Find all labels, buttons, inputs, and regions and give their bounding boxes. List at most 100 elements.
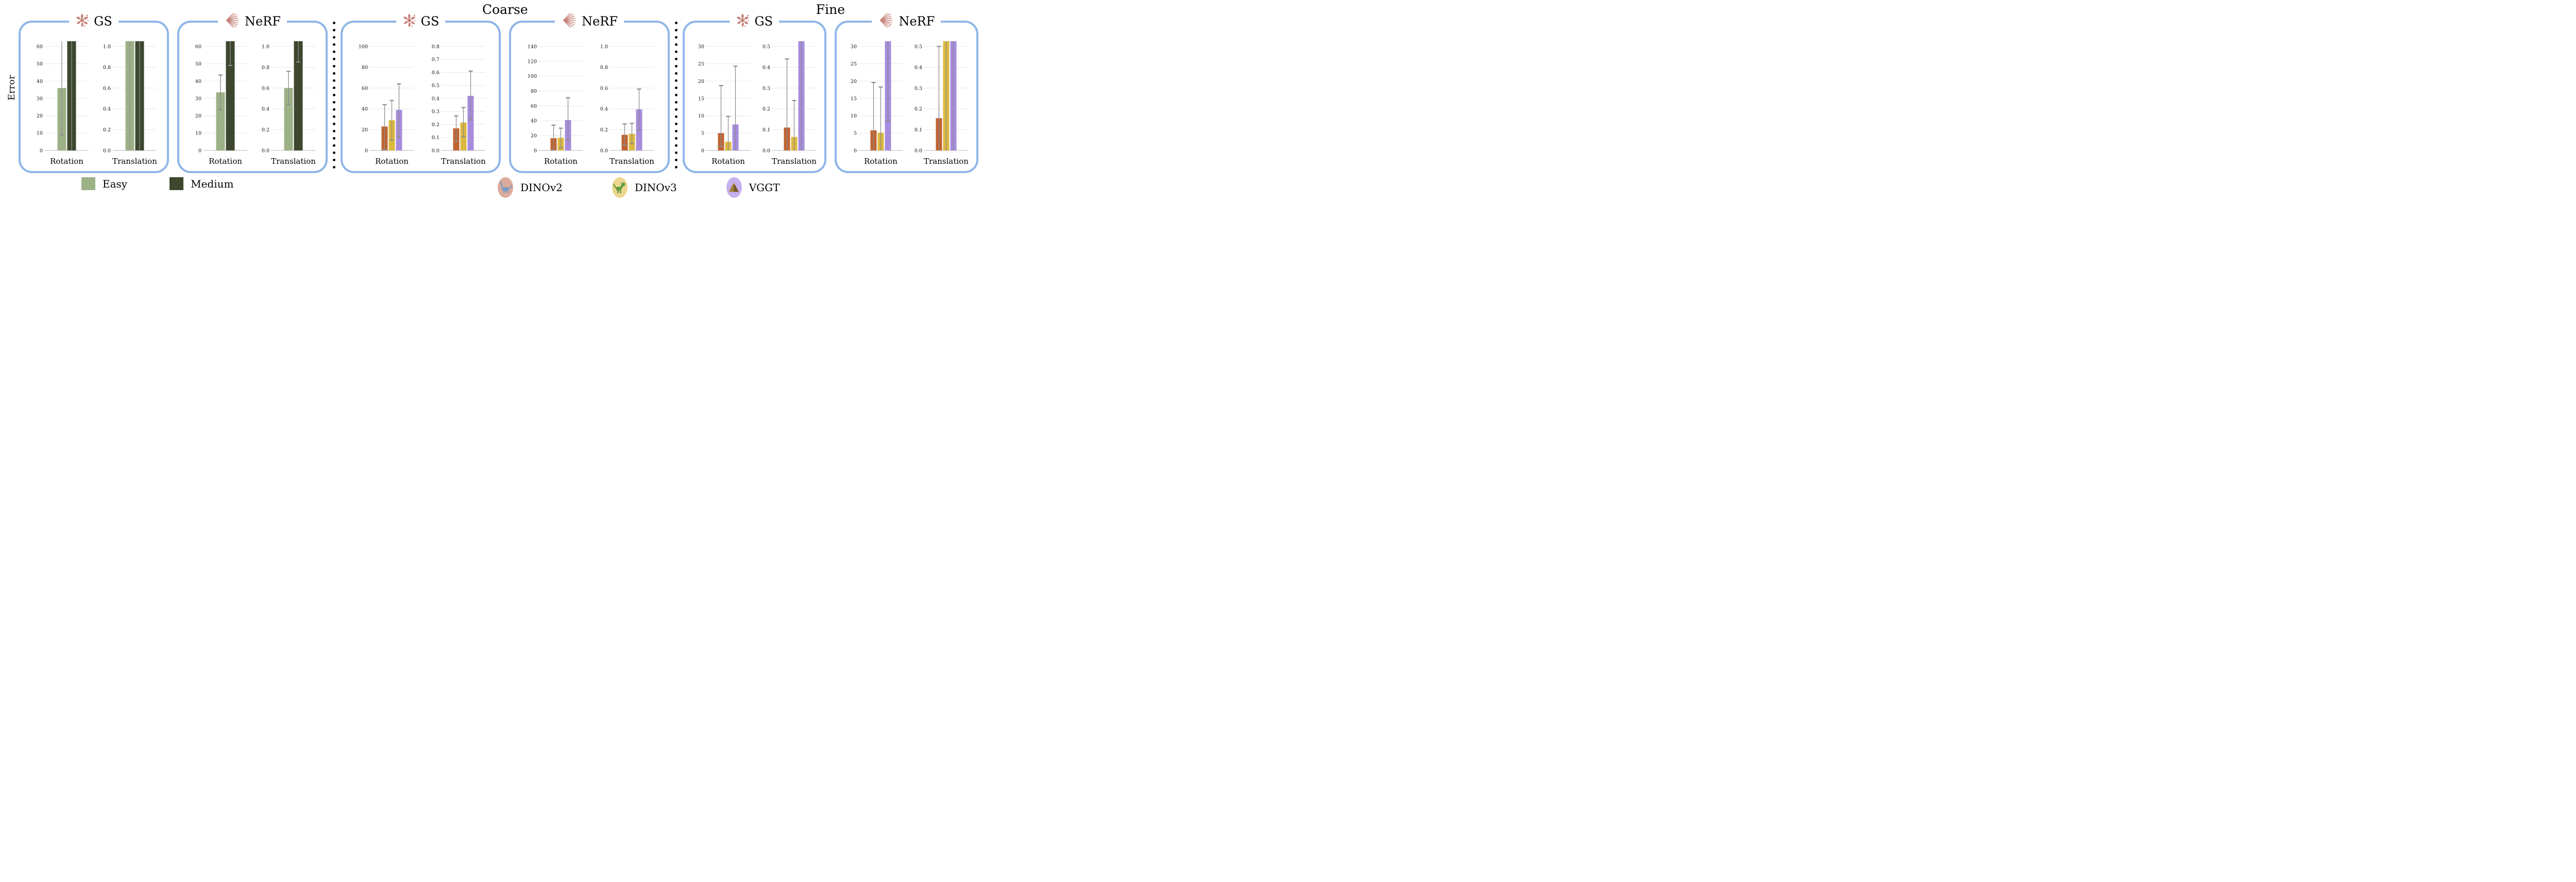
svg-text:0.8: 0.8 bbox=[103, 65, 111, 71]
svg-text:20: 20 bbox=[37, 113, 43, 119]
x-label: Translation bbox=[441, 157, 486, 166]
x-label: Rotation bbox=[375, 157, 409, 166]
svg-text:100: 100 bbox=[528, 74, 537, 79]
section-fine: Fine GS 0 5 10 15 20 25 30 Rotation 0.0 0.1 0.2 0.3 0.… bbox=[682, 2, 978, 173]
svg-text:60: 60 bbox=[362, 86, 368, 91]
legend-item-dinov2: DINOv2 bbox=[498, 177, 563, 198]
nerf-rays-icon bbox=[561, 12, 578, 29]
svg-text:30: 30 bbox=[195, 96, 201, 101]
panel-header-coarse-nerf: NeRF bbox=[555, 12, 624, 30]
section-coarse: Coarse GS 0 20 40 60 80 100 Rotation 0.0 0.1 0.2 0.3… bbox=[340, 2, 670, 173]
panel-fine-gs: GS 0 5 10 15 20 25 30 Rotation 0.0 0.1 0.2 0.3 0.4 0.5… bbox=[682, 13, 826, 173]
benchmark-figure: Error GS 0 10 20 30 40 50 60 Rotation 0.0 0.2 0.4 0.… bbox=[0, 0, 984, 220]
legend-label-vggt: VGGT bbox=[749, 181, 780, 194]
svg-text:0: 0 bbox=[198, 148, 201, 154]
svg-text:0.0: 0.0 bbox=[432, 148, 439, 154]
svg-text:0.4: 0.4 bbox=[600, 107, 608, 112]
svg-text:20: 20 bbox=[850, 79, 856, 84]
svg-text:30: 30 bbox=[37, 96, 43, 101]
chart-overall-gs-translation: 0.0 0.2 0.4 0.6 0.8 1.0 Translation bbox=[103, 41, 157, 166]
svg-text:40: 40 bbox=[531, 118, 537, 124]
x-label: Rotation bbox=[209, 157, 242, 166]
chart-fine-nerf-rotation: 0 5 10 15 20 25 30 Rotation bbox=[850, 41, 903, 166]
splat-icon bbox=[75, 13, 90, 29]
panel-header-coarse-gs: GS bbox=[396, 13, 446, 30]
legend-label-dinov3: DINOv3 bbox=[634, 181, 677, 194]
svg-text:10: 10 bbox=[195, 131, 201, 137]
legend-backbones: DINOv2 DINOv3 VGGT bbox=[498, 177, 779, 198]
bar-overall-nerf-translation-easy bbox=[284, 88, 293, 150]
panel-body-fine-gs: 0 5 10 15 20 25 30 Rotation 0.0 0.1 0.2 0.3 0.4 0.5 Tr… bbox=[685, 23, 824, 171]
x-label: Rotation bbox=[544, 157, 578, 166]
x-label: Translation bbox=[112, 157, 157, 166]
bar-overall-nerf-rotation-easy bbox=[216, 92, 225, 150]
x-label: Translation bbox=[609, 157, 654, 166]
legend-item-medium: Medium bbox=[170, 177, 233, 190]
section-title-fine: Fine bbox=[816, 2, 845, 17]
legend-label-dinov2: DINOv2 bbox=[520, 181, 563, 194]
svg-text:25: 25 bbox=[698, 61, 704, 67]
svg-text:0.1: 0.1 bbox=[762, 127, 770, 133]
panel-coarse-gs: GS 0 20 40 60 80 100 Rotation 0.0 0.1 0.2 0.3 0.4 0.5… bbox=[340, 13, 501, 173]
svg-text:0.4: 0.4 bbox=[432, 96, 439, 101]
svg-text:0: 0 bbox=[701, 148, 704, 154]
svg-text:0: 0 bbox=[40, 148, 43, 154]
svg-text:0.6: 0.6 bbox=[262, 86, 269, 91]
svg-text:25: 25 bbox=[850, 61, 856, 67]
panel-body-coarse-gs: 0 20 40 60 80 100 Rotation 0.0 0.1 0.2 0.3 0.4 0.5 0.… bbox=[343, 23, 499, 171]
svg-text:0.2: 0.2 bbox=[762, 107, 770, 112]
svg-text:0.2: 0.2 bbox=[432, 122, 439, 128]
svg-text:0.8: 0.8 bbox=[600, 65, 608, 71]
svg-text:0.6: 0.6 bbox=[600, 86, 608, 91]
svg-text:80: 80 bbox=[362, 65, 368, 71]
panel-overall-gs: GS 0 10 20 30 40 50 60 Rotation 0.0 0.2 0.4 0.6 0.8 1.… bbox=[19, 13, 169, 173]
svg-text:20: 20 bbox=[698, 79, 704, 84]
svg-text:0.0: 0.0 bbox=[914, 148, 922, 154]
panel-fine-nerf: NeRF 0 5 10 15 20 25 30 Rotation 0.0 0.1 0.2 0.3 0.4 0… bbox=[834, 12, 978, 173]
svg-text:0: 0 bbox=[854, 148, 857, 154]
svg-text:100: 100 bbox=[359, 44, 368, 49]
legend-difficulty: Easy Medium bbox=[81, 177, 233, 190]
boxes-overall: GS 0 10 20 30 40 50 60 Rotation 0.0 0.2 0.4 0.6 0.8 1.… bbox=[19, 12, 328, 173]
svg-text:0.3: 0.3 bbox=[762, 86, 770, 91]
svg-text:60: 60 bbox=[195, 44, 201, 49]
svg-text:40: 40 bbox=[37, 79, 43, 84]
legend-label-medium: Medium bbox=[191, 177, 234, 190]
splat-icon bbox=[402, 13, 417, 29]
bar-overall-nerf-translation-medium bbox=[294, 41, 303, 150]
trex-icon bbox=[612, 177, 628, 198]
pyramid-icon bbox=[726, 177, 742, 198]
svg-text:60: 60 bbox=[531, 104, 537, 109]
section-title-coarse: Coarse bbox=[482, 2, 528, 17]
svg-text:0.4: 0.4 bbox=[103, 107, 111, 112]
chart-overall-nerf-translation: 0.0 0.2 0.4 0.6 0.8 1.0 Translation bbox=[262, 41, 316, 166]
svg-text:15: 15 bbox=[850, 96, 856, 101]
svg-text:10: 10 bbox=[850, 113, 856, 119]
x-label: Translation bbox=[271, 157, 316, 166]
chart-fine-gs-rotation: 0 5 10 15 20 25 30 Rotation bbox=[698, 44, 751, 166]
dotted-separator bbox=[674, 21, 677, 168]
panel-overall-nerf: NeRF 0 10 20 30 40 50 60 Rotation 0.0 0.2 0.4 0.6 0.8… bbox=[177, 12, 328, 173]
svg-text:50: 50 bbox=[37, 61, 43, 67]
svg-text:0.3: 0.3 bbox=[432, 109, 439, 115]
svg-text:140: 140 bbox=[528, 44, 537, 49]
panel-header-fine-gs: GS bbox=[730, 13, 779, 30]
x-label: Translation bbox=[772, 157, 817, 166]
boxes-fine: GS 0 5 10 15 20 25 30 Rotation 0.0 0.1 0.2 0.3 0.4 0.5… bbox=[682, 12, 978, 173]
splat-icon bbox=[736, 13, 751, 29]
svg-text:60: 60 bbox=[37, 44, 43, 49]
svg-text:0.2: 0.2 bbox=[914, 107, 922, 112]
chart-fine-gs-translation: 0.0 0.1 0.2 0.3 0.4 0.5 Translation bbox=[762, 41, 817, 166]
svg-text:20: 20 bbox=[362, 127, 368, 133]
svg-text:0.8: 0.8 bbox=[432, 44, 439, 49]
panel-label-fine-gs: GS bbox=[754, 14, 773, 29]
svg-text:0.2: 0.2 bbox=[600, 127, 608, 133]
svg-text:20: 20 bbox=[531, 133, 537, 139]
bar-overall-nerf-rotation-medium bbox=[226, 41, 235, 150]
svg-text:0.2: 0.2 bbox=[103, 127, 111, 133]
panel-header-fine-nerf: NeRF bbox=[872, 12, 941, 30]
section-overall: GS 0 10 20 30 40 50 60 Rotation 0.0 0.2 0.4 0.6 0.8 1.… bbox=[19, 2, 328, 173]
svg-text:0.4: 0.4 bbox=[914, 65, 922, 71]
svg-text:30: 30 bbox=[698, 44, 704, 49]
panel-header-overall-gs: GS bbox=[69, 13, 118, 30]
